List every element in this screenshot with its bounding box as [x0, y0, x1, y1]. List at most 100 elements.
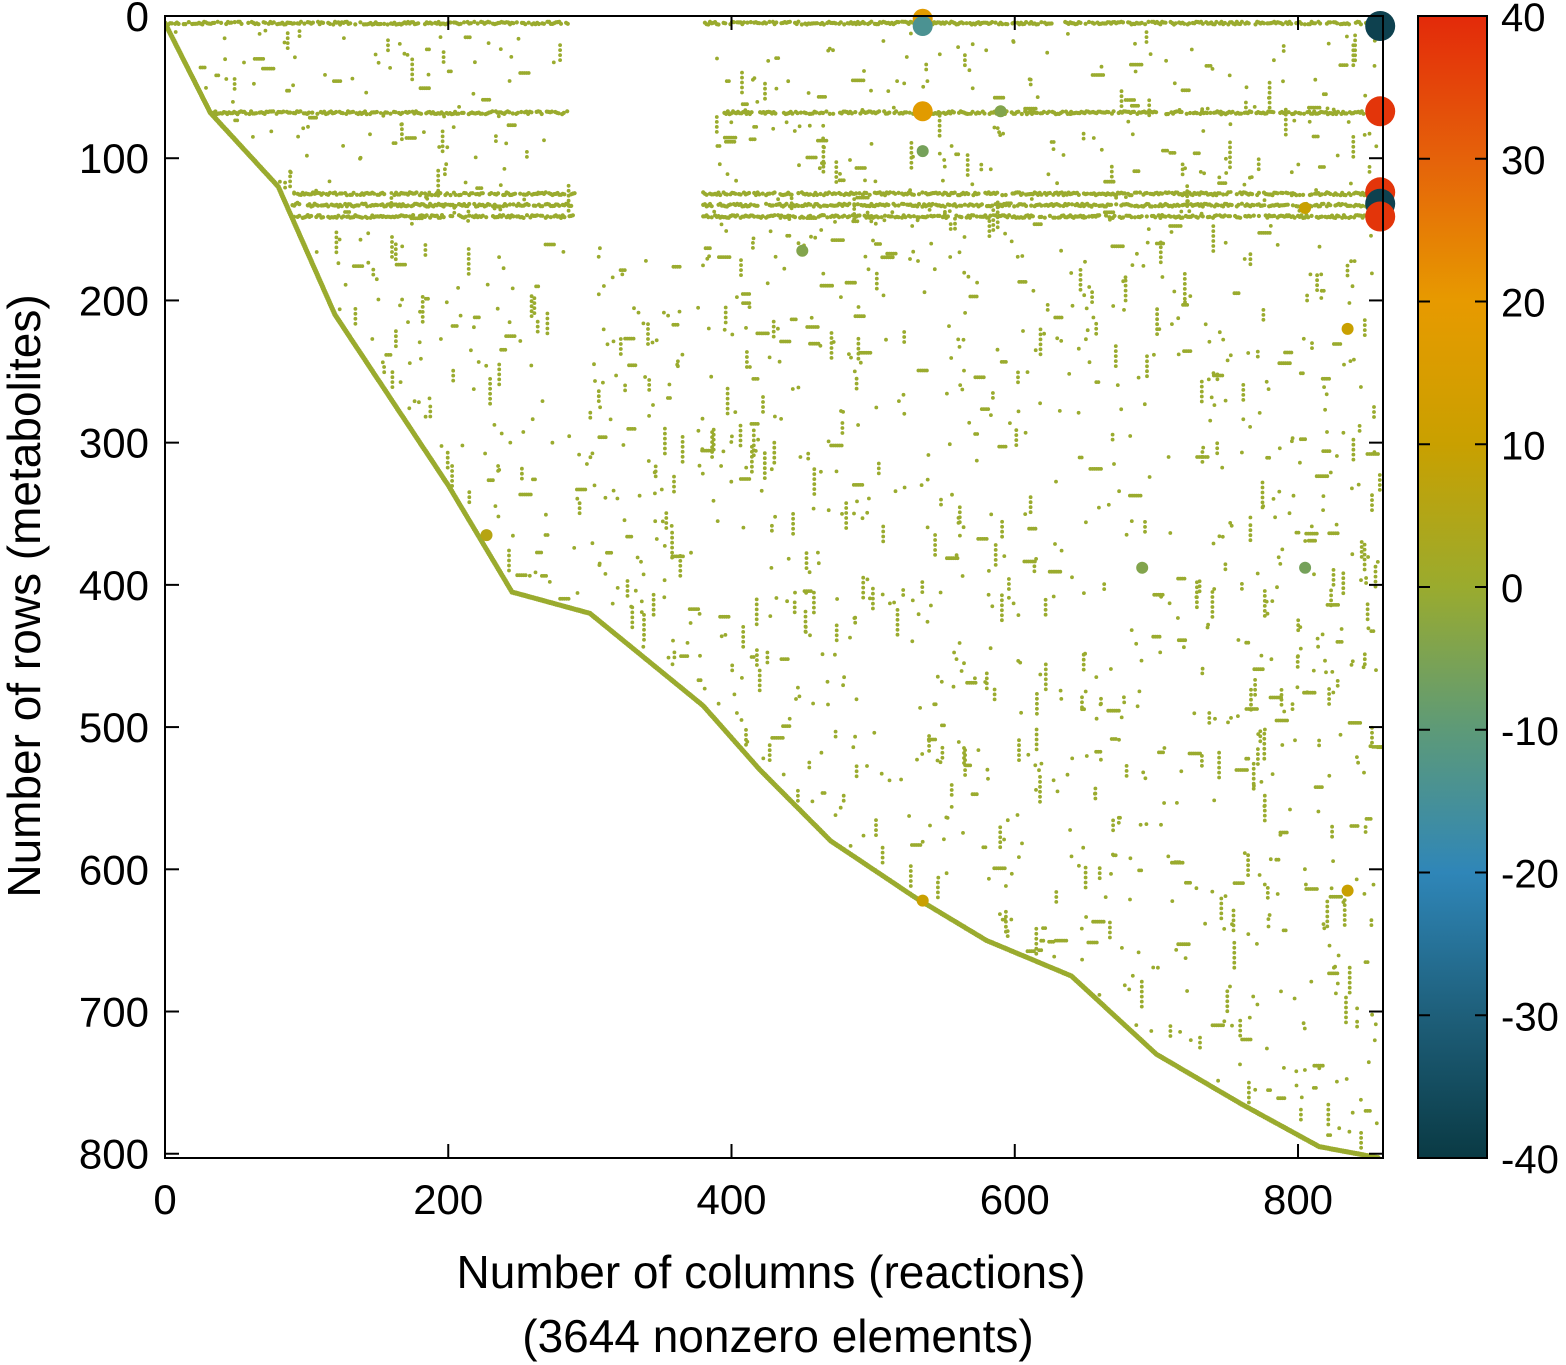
sparse-point: [1133, 41, 1137, 46]
sparse-point: [497, 367, 502, 372]
sparse-point: [1283, 928, 1288, 933]
sparse-point: [451, 378, 456, 383]
sparse-point: [807, 123, 812, 128]
sparse-point: [961, 831, 965, 835]
sparse-point: [754, 617, 759, 622]
sparse-point: [738, 433, 743, 438]
sparse-point: [593, 379, 597, 383]
row-point: [1216, 203, 1221, 208]
sparse-point: [995, 126, 1000, 130]
row-point: [388, 111, 393, 116]
sparse-point: [819, 750, 824, 755]
row-point: [321, 191, 326, 196]
sparse-point: [353, 316, 358, 321]
sparse-point: [933, 533, 937, 537]
sparse-point: [826, 508, 831, 513]
sparse-point: [1287, 511, 1292, 516]
sparse-point: [675, 322, 680, 327]
sparse-point: [866, 267, 871, 272]
sparse-point: [393, 257, 398, 262]
row-point: [886, 202, 891, 208]
sparse-point: [984, 48, 989, 53]
sparse-point: [484, 363, 489, 368]
sparse-point: [451, 125, 456, 129]
sparse-point: [804, 566, 809, 570]
sparse-point: [1362, 652, 1367, 657]
row-point: [456, 111, 461, 116]
row-point: [565, 21, 570, 26]
sparse-point: [957, 250, 962, 255]
row-point: [543, 190, 548, 195]
sparse-point: [732, 692, 737, 697]
sparse-point: [1282, 709, 1287, 714]
row-point: [988, 213, 993, 218]
sparse-point: [916, 612, 921, 617]
sparse-point: [772, 440, 777, 445]
sparse-point: [807, 760, 812, 765]
sparse-point: [841, 793, 846, 798]
sparse-point: [1321, 288, 1326, 293]
sparse-point: [715, 519, 720, 523]
row-point: [404, 214, 409, 219]
row-point: [348, 21, 353, 26]
sparse-point: [860, 516, 865, 521]
row-point: [1249, 109, 1254, 115]
sparse-point: [1016, 409, 1021, 414]
sparse-point: [834, 628, 839, 633]
sparse-point: [920, 752, 925, 756]
row-point: [1153, 215, 1158, 220]
sparse-point: [1249, 692, 1253, 697]
row-point: [1016, 109, 1021, 114]
row-point: [789, 192, 794, 197]
sparse-point: [743, 108, 748, 112]
sparse-point: [1032, 564, 1037, 569]
sparse-point: [1262, 756, 1267, 761]
sparse-point: [677, 264, 682, 269]
sparse-point: [296, 134, 300, 139]
sparse-point: [880, 850, 885, 855]
sparse-point: [863, 178, 867, 183]
row-point: [1112, 213, 1117, 218]
row-point: [966, 191, 971, 197]
sparse-point: [444, 162, 449, 167]
sparse-point: [1164, 58, 1168, 63]
sparse-point: [1249, 687, 1253, 692]
sparse-point: [1043, 687, 1048, 692]
row-point: [815, 21, 820, 26]
sparse-point: [925, 525, 930, 530]
sparse-point: [644, 259, 648, 263]
row-point: [281, 109, 286, 114]
sparse-point: [663, 451, 667, 456]
sparse-point: [1099, 467, 1103, 471]
row-point: [1058, 203, 1063, 208]
sparse-point: [895, 612, 900, 617]
row-point: [760, 191, 765, 196]
sparse-point: [1359, 1131, 1363, 1135]
sparse-point: [1253, 687, 1257, 692]
row-point: [916, 201, 922, 207]
sparse-point: [1109, 667, 1113, 671]
sparse-point: [983, 214, 988, 219]
sparse-point: [1080, 700, 1084, 705]
sparse-point: [1252, 105, 1257, 109]
sparse-point: [670, 545, 674, 550]
row-point: [1144, 214, 1149, 219]
sparse-point: [1117, 489, 1121, 494]
sparse-point: [467, 35, 472, 40]
sparse-point: [1099, 696, 1103, 701]
row-point: [1302, 22, 1307, 27]
sparse-point: [1335, 683, 1340, 688]
sparse-point: [772, 455, 777, 460]
sparse-point: [501, 266, 506, 271]
sparse-point: [880, 860, 885, 865]
row-point: [959, 215, 964, 220]
sparse-point: [1090, 300, 1094, 304]
sparse-point: [507, 563, 511, 568]
sparse-point: [787, 233, 792, 238]
sparse-point: [995, 200, 1000, 205]
sparse-point: [927, 749, 931, 753]
sparse-point: [1262, 882, 1267, 887]
row-point: [814, 110, 819, 115]
sparse-point: [407, 361, 412, 365]
sparse-point: [856, 356, 861, 361]
